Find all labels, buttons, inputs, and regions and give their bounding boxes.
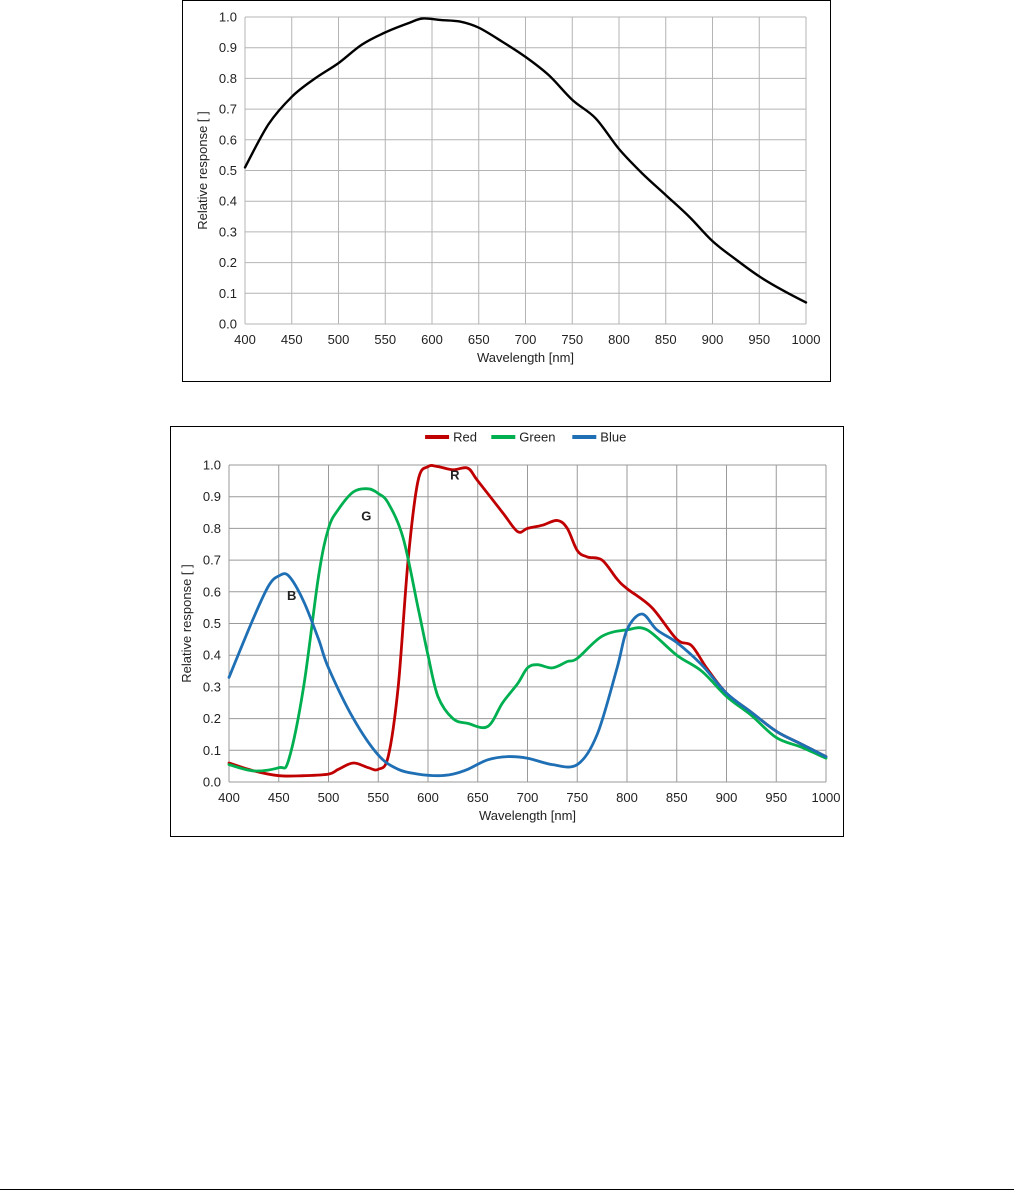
footer-rule <box>0 1189 1014 1190</box>
chart-2-x-tick-label: 750 <box>566 790 588 805</box>
chart-2-y-tick-label: 0.4 <box>203 648 221 663</box>
chart-2-y-tick-label: 0.1 <box>203 743 221 758</box>
chart-1-y-tick-label: 0.7 <box>219 102 237 117</box>
chart-1-x-tick-label: 700 <box>515 332 537 347</box>
chart-1-x-tick-label: 750 <box>561 332 583 347</box>
chart-1-svg: 400 450 500 550 600 650 700 750 800 850 900 950 1000… <box>195 10 821 366</box>
chart-1-x-tick-label: 400 <box>234 332 256 347</box>
chart-2-y-tick-label: 0.0 <box>203 775 221 790</box>
chart-1-x-tick-label: 650 <box>468 332 490 347</box>
chart-1-x-tick-label: 600 <box>421 332 443 347</box>
chart-1-y-axis-label: Relative response [ ] <box>195 111 210 230</box>
chart-2-y-tick-label: 0.5 <box>203 616 221 631</box>
chart-1-series-line <box>243 17 808 304</box>
chart-1-x-tick-label: 850 <box>655 332 677 347</box>
chart-2-y-tick-label: 0.8 <box>203 521 221 536</box>
chart-2-x-tick-label: 1000 <box>812 790 841 805</box>
chart-1-y-tick-label: 0.4 <box>219 194 237 209</box>
chart-2-grid <box>228 464 827 783</box>
chart-1-y-tick-label: 0.3 <box>219 224 237 239</box>
chart-2-series-red-line <box>227 464 828 778</box>
chart-2-annotation-g: G <box>361 509 371 524</box>
chart-2-y-tick-label: 0.9 <box>203 489 221 504</box>
chart-2-series-blue-line <box>227 572 828 778</box>
chart-2-x-tick-label: 550 <box>367 790 389 805</box>
chart-2-legend-label-blue: Blue <box>600 430 626 445</box>
chart-2-x-tick-label: 450 <box>268 790 290 805</box>
chart-2-annotation-b: B <box>287 588 296 603</box>
chart-1-x-tick-label: 450 <box>281 332 303 347</box>
chart-2-y-axis-label: Relative response [ ] <box>179 564 194 683</box>
chart-1-y-tick-label: 0.0 <box>219 317 237 332</box>
chart-2-x-tick-label: 700 <box>517 790 539 805</box>
chart-2-x-axis-label: Wavelength [nm] <box>479 808 576 823</box>
chart-2-x-tick-label: 800 <box>616 790 638 805</box>
chart-1-x-tick-label: 1000 <box>792 332 821 347</box>
chart-2-legend: Red Green Blue <box>425 430 626 445</box>
chart-2-frame: 400 450 500 550 600 650 700 750 800 850 900 950 1000… <box>170 426 844 837</box>
chart-1-x-tick-label: 550 <box>374 332 396 347</box>
chart-2-x-tick-label: 600 <box>417 790 439 805</box>
chart-2-y-tick-label: 1.0 <box>203 458 221 473</box>
chart-1-y-tick-label: 0.1 <box>219 286 237 301</box>
chart-2-legend-label-green: Green <box>519 430 555 445</box>
chart-2-y-tick-label: 0.6 <box>203 584 221 599</box>
chart-1-y-tick-label: 0.6 <box>219 132 237 147</box>
chart-1-y-tick-label: 0.8 <box>219 71 237 86</box>
chart-2-x-tick-label: 650 <box>467 790 489 805</box>
chart-1-y-tick-label: 0.5 <box>219 163 237 178</box>
chart-1-x-tick-label: 900 <box>702 332 724 347</box>
chart-1-x-tick-label: 500 <box>328 332 350 347</box>
chart-2-x-tick-label: 900 <box>716 790 738 805</box>
chart-2-x-tick-label: 400 <box>218 790 240 805</box>
chart-2-annotation-r: R <box>450 468 460 483</box>
chart-1-y-tick-label: 1.0 <box>219 10 237 25</box>
chart-1-y-tick-label: 0.2 <box>219 255 237 270</box>
chart-1-y-tick-label: 0.9 <box>219 40 237 55</box>
chart-1-frame: 400 450 500 550 600 650 700 750 800 850 900 950 1000… <box>182 0 831 382</box>
chart-2-y-tick-label: 0.2 <box>203 711 221 726</box>
chart-2-y-tick-label: 0.7 <box>203 553 221 568</box>
chart-1-x-axis-label: Wavelength [nm] <box>477 350 574 365</box>
chart-2-y-tick-label: 0.3 <box>203 679 221 694</box>
chart-2-x-tick-label: 500 <box>318 790 340 805</box>
chart-2-series-green-line <box>227 487 828 773</box>
chart-2-svg: 400 450 500 550 600 650 700 750 800 850 900 950 1000… <box>179 430 841 824</box>
chart-2-x-tick-label: 850 <box>666 790 688 805</box>
chart-2-x-tick-label: 950 <box>765 790 787 805</box>
chart-1-grid <box>244 16 807 325</box>
chart-2-legend-label-red: Red <box>453 430 477 445</box>
chart-1-x-tick-label: 950 <box>748 332 770 347</box>
chart-1-x-tick-label: 800 <box>608 332 630 347</box>
